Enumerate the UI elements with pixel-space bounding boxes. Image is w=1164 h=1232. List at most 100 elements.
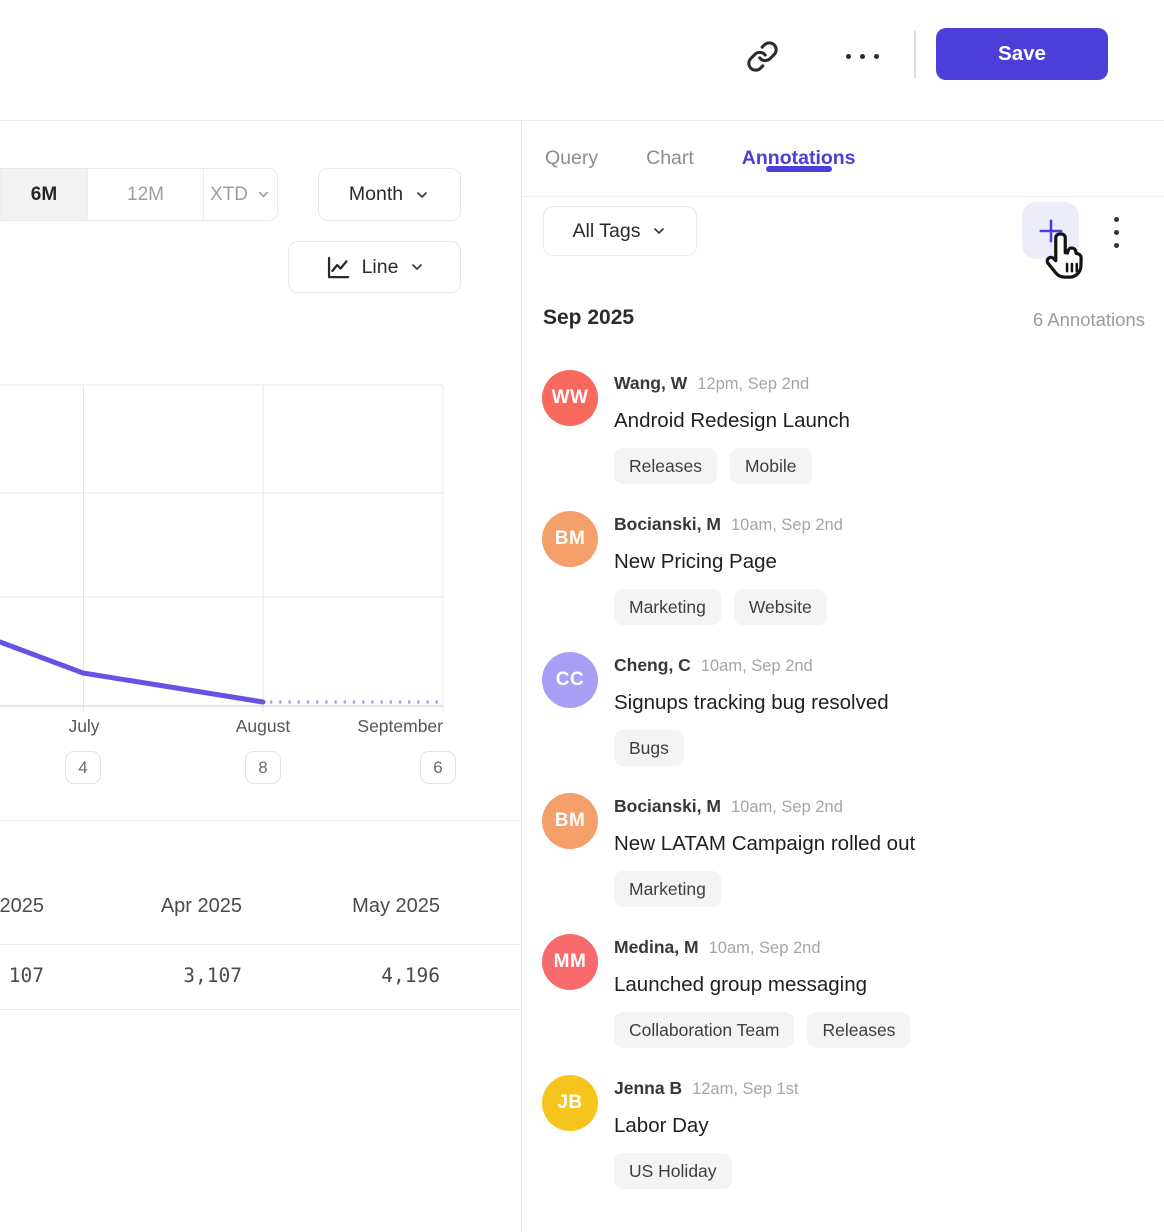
range-option-button[interactable]: 12M (87, 169, 203, 220)
annotation-body: Wang, W 12pm, Sep 2nd Android Redesign L… (614, 370, 850, 484)
panel-tab[interactable]: Annotations (740, 121, 858, 172)
tag-filter-label: All Tags (572, 219, 641, 242)
annotation-author: Wang, W (614, 373, 688, 393)
tag-pill[interactable]: Bugs (614, 730, 684, 766)
add-annotation-button[interactable] (1022, 202, 1079, 259)
annotation-list-item[interactable]: BM Bocianski, M 10am, Sep 2nd New Pricin… (542, 511, 1154, 625)
annotation-list-item[interactable]: CC Cheng, C 10am, Sep 2nd Signups tracki… (542, 652, 1154, 766)
range-option-button[interactable]: 6M (0, 169, 87, 220)
annotation-timestamp: 12pm, Sep 2nd (697, 375, 810, 393)
save-button[interactable]: Save (936, 28, 1108, 80)
tag-pill[interactable]: Website (733, 589, 827, 625)
chart-type-dropdown[interactable]: Line (288, 241, 461, 293)
annotation-count: 6 Annotations (1032, 309, 1145, 330)
table-cell-value: 3,107 (183, 964, 242, 987)
granularity-dropdown[interactable]: Month (318, 168, 461, 221)
annotation-tags: Marketing (614, 871, 915, 907)
date-range-segmented-control: 6M 12M XTD (0, 168, 278, 221)
annotation-list-item[interactable]: BM Bocianski, M 10am, Sep 2nd New LATAM … (542, 793, 1154, 907)
tag-pill[interactable]: Marketing (614, 871, 721, 907)
copy-link-button[interactable] (742, 36, 782, 76)
table-value-row: 107 3,107 4,196 (0, 964, 440, 987)
tab-label: Annotations (741, 147, 856, 169)
x-axis-label: September (357, 716, 443, 736)
table-cell-value: 4,196 (381, 964, 440, 987)
chevron-down-icon (409, 259, 425, 275)
chevron-down-icon (651, 223, 667, 239)
panel-divider (521, 120, 522, 1232)
range-option-label: 6M (30, 183, 58, 205)
avatar: BM (542, 511, 598, 567)
avatar-initials: JB (557, 1092, 583, 1113)
table-rule-top (0, 820, 521, 821)
right-panel-tabs: Query Chart Annotations (522, 121, 1164, 196)
table-column-header: Apr 2025 (160, 895, 242, 917)
annotation-count-badge[interactable]: 4 (65, 751, 101, 784)
annotation-body: Medina, M 10am, Sep 2nd Launched group m… (614, 934, 911, 1048)
granularity-label: Month (348, 183, 404, 205)
annotation-count-badge[interactable]: 6 (420, 751, 456, 784)
header-divider (914, 31, 916, 79)
annotation-tags: Collaboration Team Releases (614, 1012, 911, 1048)
annotations-menu-button[interactable] (1104, 211, 1128, 253)
tabs-rule (522, 196, 1164, 197)
avatar: WW (542, 370, 598, 426)
tab-label: Chart (646, 147, 694, 169)
annotation-tags: US Holiday (614, 1153, 798, 1189)
annotation-author: Cheng, C (614, 655, 691, 675)
annotation-count-badge[interactable]: 8 (245, 751, 281, 784)
annotation-list-item[interactable]: WW Wang, W 12pm, Sep 2nd Android Redesig… (542, 370, 1154, 484)
annotation-author: Bocianski, M (614, 796, 721, 816)
annotation-author: Bocianski, M (614, 514, 721, 534)
tag-pill[interactable]: US Holiday (614, 1153, 732, 1189)
link-icon (746, 40, 779, 73)
plus-icon (1036, 216, 1066, 246)
x-axis-label: July (68, 716, 100, 736)
ellipsis-horizontal-icon (845, 53, 879, 59)
table-header-row: 2025 Apr 2025 May 2025 (0, 895, 440, 918)
avatar-initials: BM (554, 810, 586, 831)
range-option-button[interactable]: XTD (203, 169, 277, 220)
tab-label: Query (545, 147, 599, 169)
annotation-body: Jenna B 12am, Sep 1st Labor Day US Holid… (614, 1075, 798, 1189)
annotation-tags: Marketing Website (614, 589, 843, 625)
avatar: MM (542, 934, 598, 990)
annotation-list-item[interactable]: JB Jenna B 12am, Sep 1st Labor Day US Ho… (542, 1075, 1154, 1189)
more-options-button[interactable] (836, 40, 888, 72)
annotation-body: Bocianski, M 10am, Sep 2nd New LATAM Cam… (614, 793, 915, 907)
range-option-label: XTD (210, 183, 248, 205)
table-rule-mid (0, 944, 521, 945)
annotation-tags: Bugs (614, 730, 889, 766)
tag-filter-dropdown[interactable]: All Tags (543, 206, 697, 256)
tag-pill[interactable]: Releases (807, 1012, 911, 1048)
avatar: CC (542, 652, 598, 708)
tag-pill[interactable]: Mobile (729, 448, 812, 484)
chart-canvas (0, 384, 444, 713)
table-column-header: May 2025 (352, 895, 440, 917)
annotation-list-item[interactable]: MM Medina, M 10am, Sep 2nd Launched grou… (542, 934, 1154, 1048)
annotation-timestamp: 10am, Sep 2nd (700, 657, 813, 675)
avatar: BM (542, 793, 598, 849)
panel-tab[interactable]: Query (543, 121, 600, 172)
chevron-down-icon (414, 187, 430, 203)
annotation-title: Android Redesign Launch (614, 409, 850, 432)
avatar-initials: BM (554, 528, 586, 549)
avatar-initials: WW (551, 387, 589, 408)
annotation-tags: Releases Mobile (614, 448, 850, 484)
annotation-title: Launched group messaging (614, 973, 868, 996)
table-cell-value: 107 (8, 964, 44, 987)
annotation-title: New LATAM Campaign rolled out (614, 832, 916, 855)
chevron-down-icon (256, 187, 271, 202)
line-chart-plot[interactable] (0, 380, 521, 725)
tag-pill[interactable]: Collaboration Team (614, 1012, 795, 1048)
header-rule (0, 120, 1164, 121)
annotation-timestamp: 12am, Sep 1st (692, 1080, 799, 1098)
range-option-label: 12M (127, 183, 164, 205)
tag-pill[interactable]: Marketing (614, 589, 721, 625)
x-axis-label: August (235, 716, 291, 736)
tag-pill[interactable]: Releases (614, 448, 717, 484)
annotation-list: WW Wang, W 12pm, Sep 2nd Android Redesig… (542, 370, 1154, 1189)
ellipsis-vertical-icon (1113, 216, 1119, 248)
panel-tab[interactable]: Chart (644, 121, 696, 172)
annotation-title: Signups tracking bug resolved (614, 691, 889, 714)
